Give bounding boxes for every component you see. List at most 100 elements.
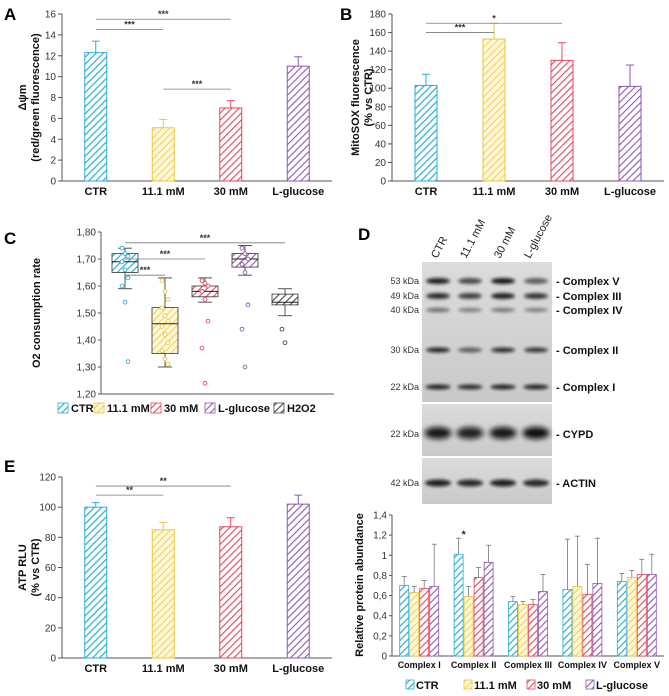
c-point-30-mm <box>202 280 208 286</box>
c-legend-swatch-l-glucose <box>204 402 216 414</box>
d-x-tick-label-complex-v: Complex V <box>614 660 661 670</box>
blot-band-complex-i-lane-2 <box>457 384 483 390</box>
blot-band-complex-iv-lane-1 <box>426 308 450 312</box>
blot-band-complex-v-lane-4 <box>524 278 548 284</box>
d-bar-complex-ii-11-1-mm <box>463 596 474 657</box>
b-y-tick-label: 0 <box>380 177 386 188</box>
blot-membrane-1 <box>422 262 552 402</box>
marker-49kda: 49 kDa <box>390 291 419 301</box>
a-y-axis-label: Δψm <box>17 84 29 110</box>
e-sig-label: ** <box>126 485 134 495</box>
d-sig-label: * <box>461 529 466 541</box>
e-y-tick-label: 120 <box>39 473 56 484</box>
c-legend-swatch-ctr <box>57 402 69 414</box>
b-y-tick-label: 40 <box>375 139 387 150</box>
b-x-tick-label-l-glucose: L-glucose <box>604 186 656 198</box>
d-legend-label-11-1-mm: 11.1 mM <box>474 680 517 692</box>
blot-band-names: - Complex V - Complex III - Complex IV -… <box>556 276 623 490</box>
b-bar-l-glucose <box>618 85 642 182</box>
blot-band-complex-iv-lane-3 <box>491 308 515 312</box>
blot-markers: 53 kDa 49 kDa 40 kDa 30 kDa 22 kDa 22 kD… <box>390 276 419 488</box>
c-point-l-glucose <box>245 302 251 308</box>
b-y-tick-label: 120 <box>369 65 386 76</box>
c-point-ctr <box>119 283 125 289</box>
c-point-ctr <box>119 245 125 251</box>
band-complex-ii: - Complex II <box>556 345 618 357</box>
c-y-tick-label: 1,70 <box>77 255 97 266</box>
blot-band-actin-lane-1 <box>425 479 451 487</box>
e-x-tick-label-l-glucose: L-glucose <box>272 663 324 675</box>
panel-letter-e: E <box>4 457 15 476</box>
c-point-l-glucose <box>239 262 245 267</box>
e-x-tick-label-ctr: CTR <box>84 663 107 675</box>
d-legend-swatch-30-mm <box>526 679 536 690</box>
blot-band-complex-i-lane-3 <box>490 384 516 390</box>
e-y-tick-label: 80 <box>45 533 57 544</box>
d-legend-label-30-mm: 30 mM <box>537 680 571 692</box>
c-point-h2o2 <box>282 340 288 346</box>
band-complex-v: - Complex V <box>556 276 620 288</box>
e-x-tick-label-11-1-mm: 11.1 mM <box>142 663 185 675</box>
blot-band-cypd-lane-1 <box>424 427 452 439</box>
d-y-tick-label: 1,4 <box>373 511 387 522</box>
blot-band-complex-ii-lane-4 <box>524 347 548 353</box>
marker-53kda: 53 kDa <box>390 276 419 286</box>
d-x-tick-label-complex-ii: Complex II <box>451 660 497 670</box>
c-point-30-mm <box>199 345 205 351</box>
e-sig-label: ** <box>160 476 168 486</box>
d-bar-complex-i-11-1-mm <box>409 592 420 657</box>
b-bar-30-mm <box>550 59 574 182</box>
c-legend-swatch-11-1-mm <box>93 402 105 414</box>
a-x-tick-label-ctr: CTR <box>84 186 107 198</box>
d-y-axis-label: Relative protein abundance <box>354 513 366 657</box>
blot-band-complex-iii-lane-2 <box>458 293 482 299</box>
blot-band-complex-ii-lane-1 <box>426 347 450 353</box>
c-point-30-mm <box>205 318 211 324</box>
b-x-tick-label-30-mm: 30 mM <box>545 186 579 198</box>
d-bar-complex-iii-ctr <box>508 601 518 657</box>
e-y-axis-label-2: (% vs CTR) <box>30 538 42 596</box>
c-point-11-1-mm <box>162 356 168 362</box>
band-complex-iv: - Complex IV <box>556 305 623 317</box>
chart-b: 0 20 40 60 80 100 120 140 160 180 CTR 11.1 mM 30 mM L… <box>350 10 664 198</box>
e-y-tick-label: 40 <box>45 593 57 604</box>
c-y-tick-label: 1,20 <box>77 390 97 401</box>
c-point-11-1-mm <box>159 278 165 283</box>
d-bar-complex-v-11-1-mm <box>626 577 637 657</box>
e-bar-30-mm <box>219 526 243 659</box>
blot-band-complex-i-lane-4 <box>523 384 549 390</box>
d-y-tick-label: 0,2 <box>373 631 387 642</box>
c-legend-swatch-30-mm <box>150 402 162 414</box>
blot-band-complex-iii-lane-4 <box>524 293 548 299</box>
b-sig-label: * <box>492 13 496 23</box>
chart-e: 0 20 40 60 80 100 120 CTR 11.1 mM 30 mM L-glucose *… <box>17 473 332 675</box>
marker-40kda: 40 kDa <box>390 305 419 315</box>
b-y-axis-label-2: (% vs CTR) <box>363 68 375 126</box>
panel-letter-d: D <box>358 225 370 244</box>
chart-c: 1,20 1,30 1,40 1,50 1,60 1,70 1,80 O2 consumpti… <box>31 228 334 415</box>
d-bar-complex-ii-30-mm <box>473 577 484 657</box>
western-blot: CTR 11.1 mM 30 mM L-glucose 53 kDa 49 kD… <box>390 213 623 504</box>
c-legend-label-30-mm: 30 mM <box>164 403 198 415</box>
d-bar-complex-v-ctr <box>616 581 627 657</box>
lane-label-30mm: 30 mM <box>492 225 518 260</box>
c-sig-label: *** <box>140 265 151 275</box>
b-y-tick-label: 80 <box>375 102 387 113</box>
c-legend-label-l-glucose: L-glucose <box>218 403 270 415</box>
d-bar-complex-iv-30-mm <box>582 594 593 657</box>
c-point-ctr <box>125 275 131 281</box>
blot-band-cypd-lane-2 <box>456 427 484 439</box>
c-point-ctr <box>125 359 131 364</box>
lane-label-11mm: 11.1 mM <box>458 218 488 261</box>
a-y-tick-label: 16 <box>45 10 57 21</box>
b-y-tick-label: 180 <box>369 10 386 21</box>
c-point-11-1-mm <box>159 348 165 354</box>
c-point-ctr <box>122 251 128 256</box>
a-y-tick-label: 8 <box>50 93 56 104</box>
d-bar-complex-ii-l-glucose <box>483 561 494 657</box>
a-y-tick-label: 0 <box>50 177 56 188</box>
e-x-tick-label-30-mm: 30 mM <box>214 663 248 675</box>
blot-band-complex-v-lane-1 <box>426 278 450 284</box>
b-y-tick-label: 160 <box>369 28 386 39</box>
c-legend-swatch-h2o2 <box>273 402 285 414</box>
